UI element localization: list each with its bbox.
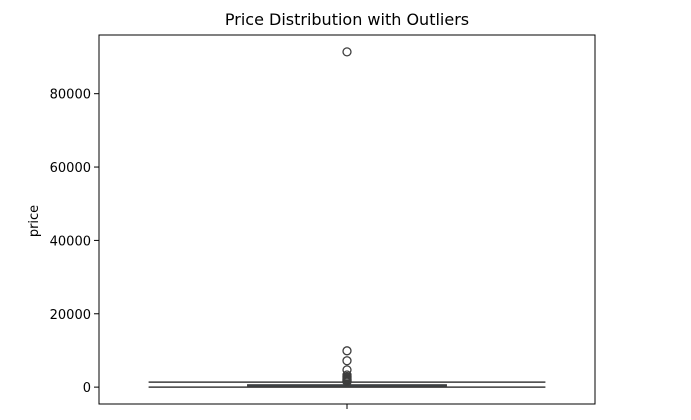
y-tick-label: 80000 [50,88,91,103]
chart-title: Price Distribution with Outliers [225,10,469,29]
y-tick-label: 40000 [50,234,91,249]
plot-area-frame [98,34,596,405]
y-axis-ticks: 0 20000 40000 60000 80000 [50,88,348,409]
y-tick-label: 0 [83,381,91,396]
outlier-point [342,376,352,387]
y-axis-label: price [27,205,42,237]
outlier-points [342,47,352,387]
outlier-point [342,356,352,366]
outlier-point [342,346,352,356]
outlier-point [342,47,352,57]
y-tick-label: 60000 [50,161,91,176]
y-tick-label: 20000 [50,308,91,323]
